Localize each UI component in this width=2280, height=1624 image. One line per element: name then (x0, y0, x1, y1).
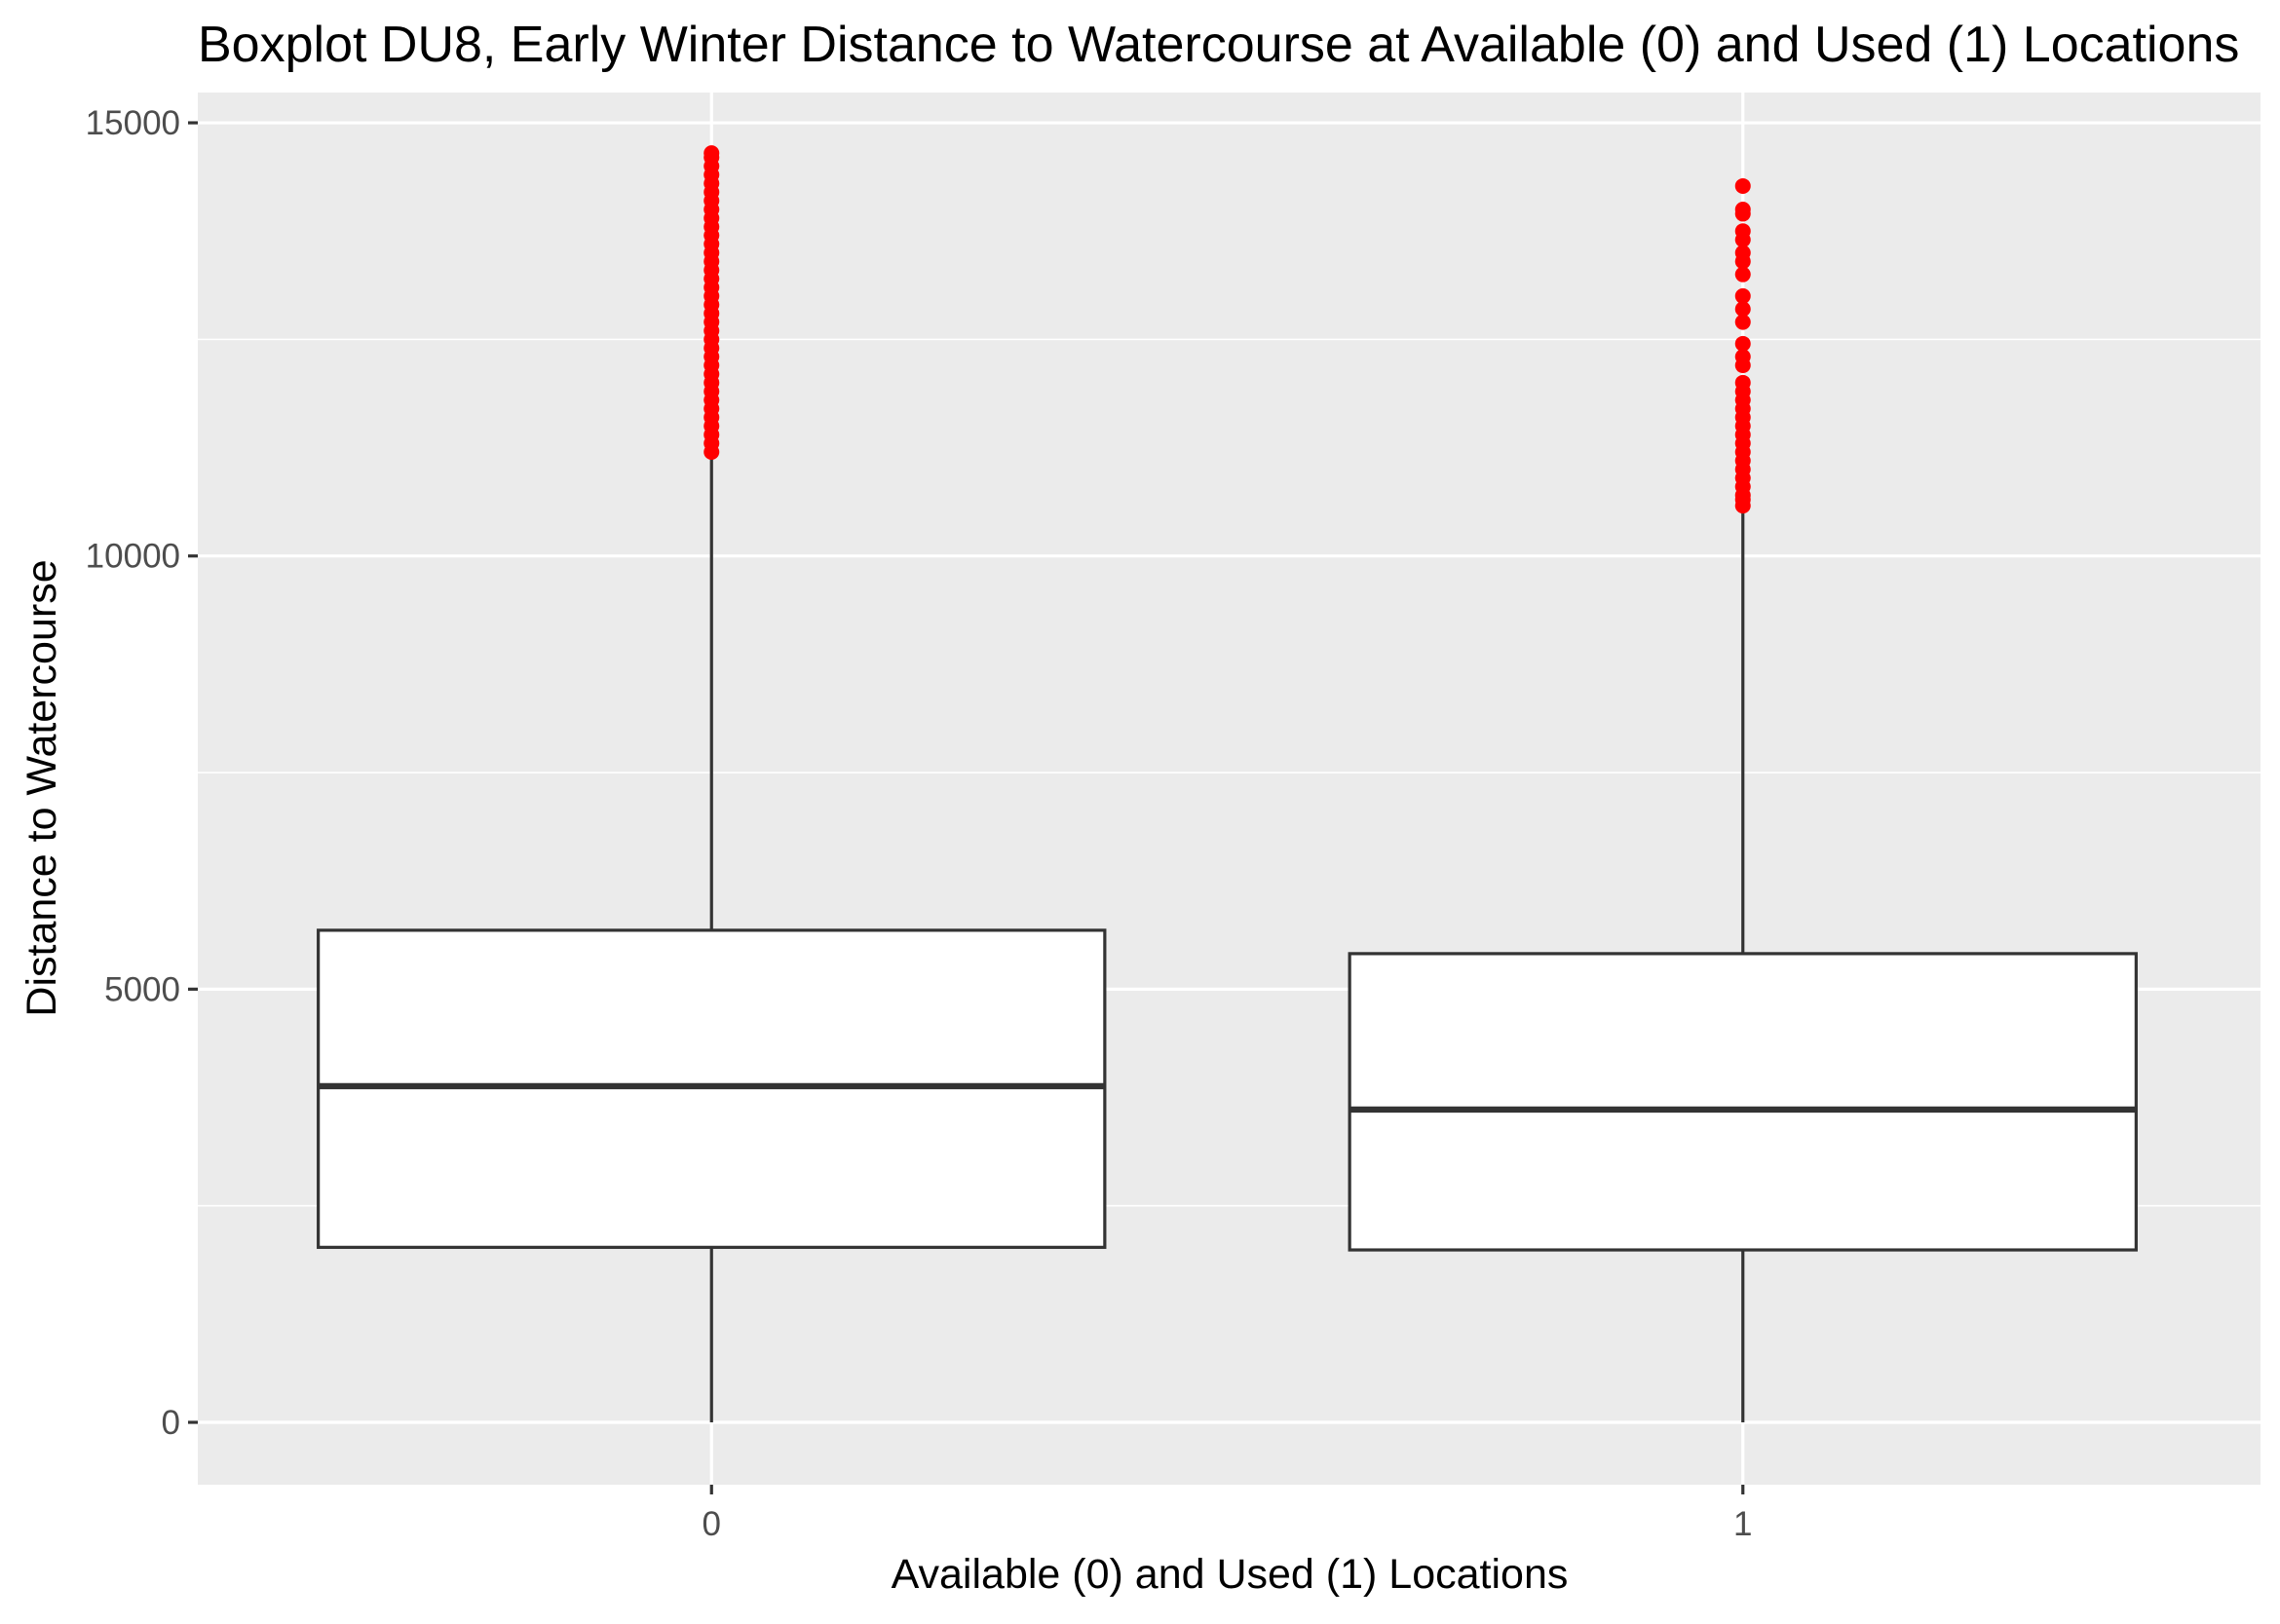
box-0 (317, 453, 1107, 1422)
y-tick-label: 5000 (104, 970, 180, 1008)
outlier-point (1734, 374, 1751, 391)
box-layer (317, 453, 2138, 1422)
y-axis-title: Distance to Watercourse (19, 559, 65, 1016)
x-axis-title: Available (0) and Used (1) Locations (892, 1551, 1569, 1598)
outlier-point (703, 145, 720, 162)
x-tick-label: 1 (1733, 1505, 1752, 1543)
x-tick-label: 0 (703, 1505, 721, 1543)
outlier-point (1734, 301, 1751, 318)
outlier-point (1734, 223, 1751, 240)
outlier-point (1734, 245, 1751, 261)
box-1 (1348, 507, 2138, 1422)
outlier-point (1734, 314, 1751, 330)
y-tick-label: 10000 (86, 538, 180, 576)
plot-panel (198, 93, 2261, 1485)
outlier-point (1734, 349, 1751, 365)
outlier-point (1734, 201, 1751, 217)
y-tick-label: 0 (162, 1404, 180, 1442)
axes: 0 5000 10000 15000 0 1 (86, 104, 1753, 1543)
outlier-points (703, 145, 1751, 514)
box-iqr (1348, 952, 2138, 1252)
outlier-point (1734, 177, 1751, 194)
chart-title: Boxplot DU8, Early Winter Distance to Wa… (198, 17, 2239, 73)
outlier-point (1734, 287, 1751, 304)
outlier-point (1734, 335, 1751, 352)
y-tick-label: 15000 (86, 104, 180, 142)
outlier-point (1734, 266, 1751, 283)
